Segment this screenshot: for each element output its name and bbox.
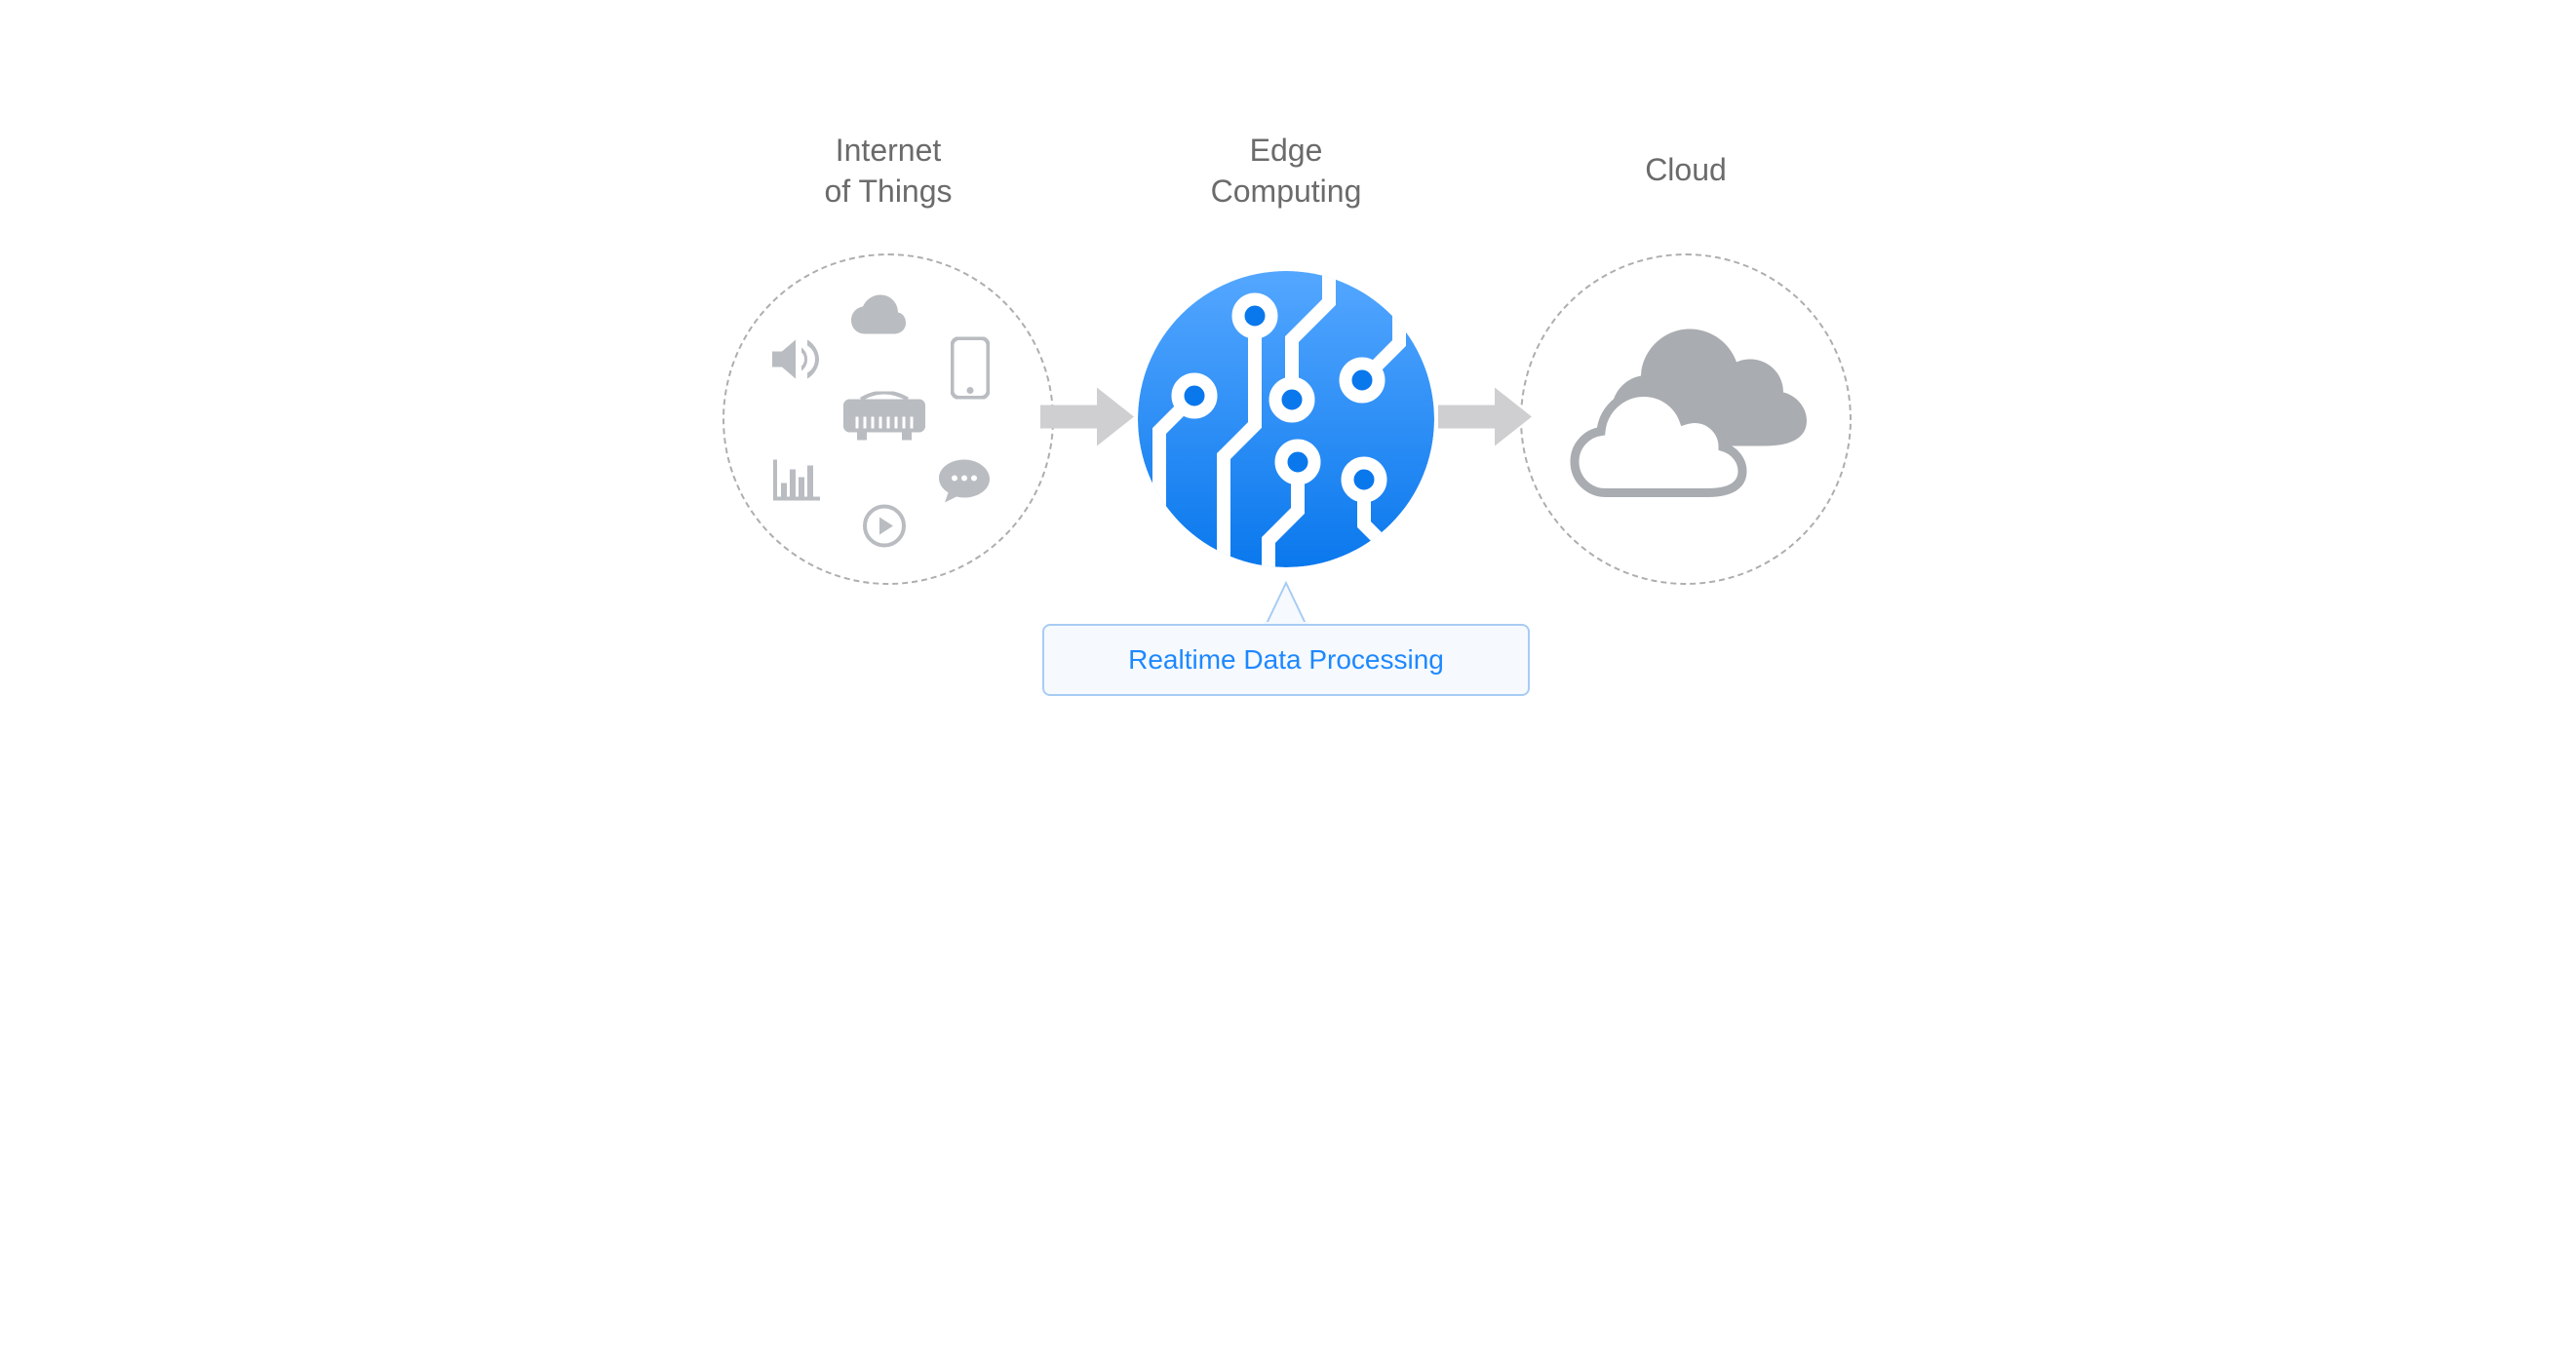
cloud-label-line1: Cloud — [1645, 152, 1727, 187]
phone-icon — [951, 337, 990, 405]
caption-text: Realtime Data Processing — [1128, 644, 1444, 676]
edge-label: Edge Computing — [1111, 131, 1462, 212]
edge-circle — [1138, 271, 1434, 567]
chat-icon — [939, 460, 990, 508]
circuit-icon — [1138, 271, 1434, 567]
cloud-small-icon — [851, 295, 906, 339]
cloud-icons — [1559, 329, 1813, 510]
edge-label-line2: Computing — [1211, 174, 1362, 209]
edge-label-line1: Edge — [1250, 133, 1323, 168]
router-icon — [843, 392, 925, 447]
iot-label: Internet of Things — [713, 131, 1064, 212]
caption-pointer — [1262, 581, 1310, 628]
arrow-1 — [1040, 388, 1134, 451]
speaker-icon — [772, 338, 821, 386]
diagram-canvas: Internet of Things Edge Computing Cloud — [557, 0, 2019, 768]
iot-label-line2: of Things — [824, 174, 952, 209]
caption-box: Realtime Data Processing — [1042, 624, 1530, 696]
arrow-2 — [1438, 388, 1532, 451]
cloud-label: Cloud — [1510, 150, 1861, 191]
iot-label-line1: Internet — [836, 133, 942, 168]
bar-chart-icon — [773, 458, 820, 506]
play-icon — [863, 505, 906, 553]
